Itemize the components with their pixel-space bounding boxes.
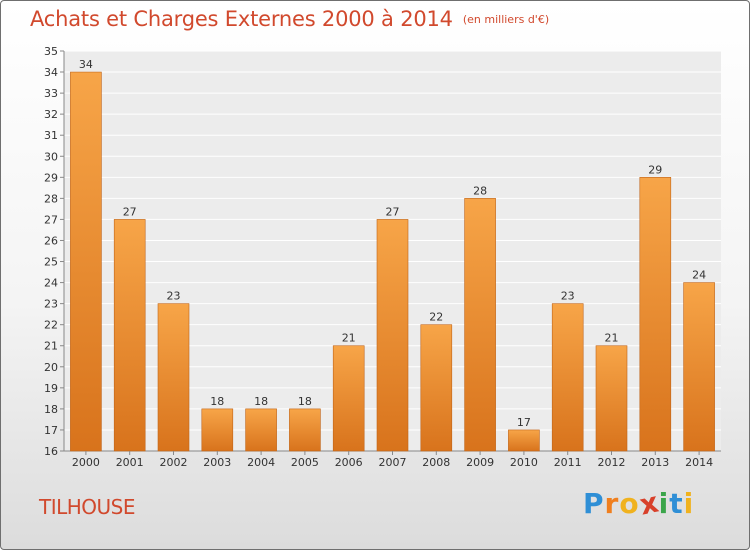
y-tick-label: 24 (44, 277, 58, 290)
bar-value-label: 18 (298, 395, 312, 408)
x-tick-label: 2001 (116, 456, 144, 469)
bar (245, 408, 277, 452)
bar (289, 408, 321, 452)
bar (201, 408, 234, 452)
y-tick-label: 32 (44, 108, 58, 121)
x-tick-label: 2006 (335, 456, 363, 469)
x-tick-label: 2014 (685, 456, 713, 469)
y-tick-label: 17 (44, 424, 58, 437)
y-tick-label: 26 (44, 234, 58, 247)
bar-value-label: 23 (167, 290, 181, 303)
commune-name: TILHOUSE (39, 495, 136, 519)
bar (420, 324, 453, 452)
logo-letter: i (658, 487, 670, 520)
bar-value-label: 29 (648, 163, 662, 176)
x-tick-label: 2013 (641, 456, 669, 469)
bar (157, 303, 190, 452)
bar-value-label: 27 (386, 205, 400, 218)
y-tick-label: 22 (44, 319, 58, 332)
chart-title: Achats et Charges Externes 2000 à 2014 (30, 7, 453, 31)
x-tick-label: 2012 (598, 456, 626, 469)
y-tick-label: 21 (44, 340, 58, 353)
y-tick-label: 18 (44, 403, 58, 416)
bar-value-label: 22 (429, 311, 443, 324)
logo-letter: t (669, 487, 684, 520)
bar (508, 429, 540, 452)
x-tick-label: 2010 (510, 456, 538, 469)
proxiti-logo: Proxiti (583, 485, 695, 521)
logo-letter: i (683, 487, 695, 520)
bar-value-label: 27 (123, 205, 137, 218)
bar (332, 345, 365, 452)
x-tick-label: 2011 (554, 456, 582, 469)
bar (551, 303, 584, 452)
bar (113, 219, 146, 452)
bar (683, 282, 715, 452)
y-tick-label: 34 (44, 66, 58, 79)
x-tick-label: 2009 (466, 456, 494, 469)
y-tick-label: 31 (44, 129, 58, 142)
y-tick-label: 29 (44, 171, 58, 184)
bar (639, 177, 672, 452)
bar-value-label: 24 (692, 269, 706, 282)
y-tick-label: 30 (44, 150, 58, 163)
logo-letter: r (604, 487, 620, 520)
x-tick-label: 2000 (72, 456, 100, 469)
y-tick-label: 19 (44, 382, 58, 395)
bar-value-label: 34 (79, 58, 93, 71)
bar (595, 345, 628, 452)
logo-letter: o (619, 487, 640, 520)
bar-value-label: 23 (561, 290, 575, 303)
bar-value-label: 18 (254, 395, 268, 408)
y-tick-label: 25 (44, 256, 58, 269)
bar-value-label: 17 (517, 416, 531, 429)
bar-value-label: 21 (342, 332, 356, 345)
logo-letter: P (583, 487, 605, 520)
x-tick-label: 2003 (203, 456, 231, 469)
x-tick-label: 2007 (379, 456, 407, 469)
y-tick-label: 28 (44, 192, 58, 205)
y-tick-label: 33 (44, 87, 58, 100)
y-tick-label: 16 (44, 445, 58, 458)
x-tick-label: 2002 (160, 456, 188, 469)
bar (376, 219, 409, 452)
bar (464, 198, 496, 452)
y-tick-label: 23 (44, 298, 58, 311)
y-tick-label: 20 (44, 361, 58, 374)
chart-unit-label: (en milliers d'€) (462, 13, 550, 26)
bar-value-label: 18 (210, 395, 224, 408)
x-tick-label: 2005 (291, 456, 319, 469)
x-tick-label: 2004 (247, 456, 275, 469)
bar-value-label: 21 (605, 332, 619, 345)
x-tick-label: 2008 (422, 456, 450, 469)
y-tick-label: 35 (44, 45, 58, 58)
bar-value-label: 28 (473, 184, 487, 197)
y-tick-label: 27 (44, 213, 58, 226)
chart-title-row: Achats et Charges Externes 2000 à 2014 (e… (30, 7, 549, 31)
bar (70, 71, 102, 452)
